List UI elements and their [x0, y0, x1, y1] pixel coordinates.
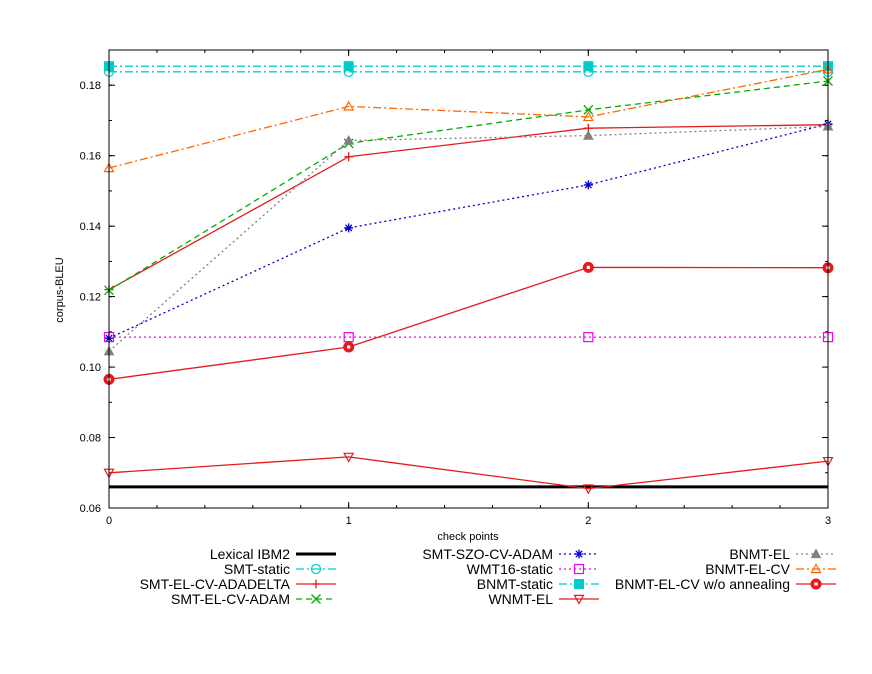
series-point-smt-szo-cv-adam — [344, 223, 354, 233]
legend-label: WNMT-EL — [488, 591, 553, 607]
legend-label: BNMT-EL-CV — [705, 561, 790, 577]
legend-entry-bnmt-el: BNMT-EL — [729, 546, 836, 562]
legend-label: BNMT-EL-CV w/o annealing — [615, 576, 790, 592]
series-point-smt-szo-cv-adam — [583, 180, 593, 190]
y-tick-label: 0.08 — [80, 433, 101, 445]
legend-entry-bnmt-el-cv: BNMT-EL-CV — [705, 561, 836, 577]
legend-entry-smt-szo-cv-adam: SMT-SZO-CV-ADAM — [422, 546, 599, 562]
y-tick-label: 0.14 — [80, 221, 101, 233]
y-axis-label: corpus-BLEU — [54, 257, 66, 322]
series-smt-el-cv-adam — [104, 76, 833, 296]
y-tick-label: 0.10 — [80, 362, 101, 374]
legend-entry-wmt16-static: WMT16-static — [467, 561, 599, 577]
series-point-bnmt-el-cv — [343, 100, 355, 111]
legend-marker-smt-static — [310, 563, 322, 575]
legend-label: BNMT-static — [477, 576, 553, 592]
x-axis-label: check points — [437, 531, 499, 543]
series-bnmt-static — [104, 61, 833, 72]
series-bnmt-el — [103, 120, 834, 356]
series-line-smt-szo-cv-adam — [108, 123, 829, 339]
legend-entry-smt-el-cv-adadelta: SMT-EL-CV-ADADELTA — [140, 576, 336, 592]
series-point-bnmt-el — [343, 135, 355, 145]
legend-label: SMT-EL-CV-ADAM — [171, 591, 290, 607]
series-line-bnmt-el-cv — [108, 68, 829, 169]
legend-entry-wnmt-el: WNMT-EL — [488, 591, 599, 607]
series-point-bnmt-el-cv-w-o-annealing — [582, 261, 594, 273]
legend-marker-wnmt-el — [573, 594, 585, 605]
y-tick-label: 0.12 — [80, 292, 101, 304]
legend-entry-smt-el-cv-adam: SMT-EL-CV-ADAM — [171, 591, 336, 607]
series-line-smt-el-cv-adadelta — [108, 124, 829, 291]
legend-marker-smt-el-cv-adadelta — [311, 579, 321, 589]
axes: 0.06 0.08 0.10 0.12 0.14 0.16 0.18 0 1 2 3 — [80, 49, 831, 527]
legend-marker-bnmt-el-cv — [810, 563, 822, 574]
legend-label: SMT-static — [224, 561, 290, 577]
legend-marker-bnmt-el — [810, 548, 822, 559]
legend-entry-bnmt-el-cv-w-o-annealing: BNMT-EL-CV w/o annealing — [615, 576, 836, 592]
series-point-wnmt-el — [343, 452, 355, 463]
x-tick-label: 1 — [346, 515, 352, 527]
legend-entry-smt-static: SMT-static — [224, 561, 336, 577]
series-smt-static — [103, 66, 834, 77]
legend-label: BNMT-EL — [729, 546, 790, 562]
series-wmt16-static — [103, 332, 834, 343]
y-tick-label: 0.06 — [80, 503, 101, 515]
series-line-wnmt-el — [108, 456, 829, 490]
series-bnmt-el-cv — [103, 63, 834, 173]
series-point-smt-el-cv-adam — [583, 104, 594, 115]
legend-label: SMT-EL-CV-ADADELTA — [140, 576, 291, 592]
y-tick-label: 0.16 — [80, 151, 101, 163]
legend-label: Lexical IBM2 — [210, 546, 290, 562]
legend-label: SMT-SZO-CV-ADAM — [422, 546, 553, 562]
series-point-wnmt-el — [582, 484, 594, 495]
y-tick-label: 0.18 — [80, 80, 101, 92]
series-line-bnmt-el — [108, 125, 829, 352]
series-point-wmt16-static — [583, 332, 594, 343]
series-point-bnmt-el-cv — [582, 111, 594, 122]
plot-frame — [108, 49, 829, 509]
series-point-bnmt-el — [582, 130, 594, 140]
legend-marker-smt-szo-cv-adam — [574, 549, 584, 559]
series-line-bnmt-el-cv-w-o-annealing — [108, 266, 829, 381]
series-layer — [103, 61, 834, 495]
series-point-bnmt-static — [583, 61, 594, 72]
x-tick-label: 2 — [585, 515, 591, 527]
legend-entry-bnmt-static: BNMT-static — [477, 576, 599, 592]
series-bnmt-el-cv-w-o-annealing — [103, 261, 834, 385]
series-point-smt-el-cv-adadelta — [344, 152, 354, 162]
legend-marker-smt-el-cv-adam — [311, 594, 321, 604]
x-tick-label: 3 — [825, 515, 831, 527]
legend-marker-bnmt-el-cv-w-o-annealing — [810, 578, 822, 590]
series-point-bnmt-el-cv-w-o-annealing — [343, 341, 355, 353]
series-line-smt-el-cv-adam — [108, 80, 829, 291]
legend-label: WMT16-static — [467, 561, 553, 577]
legend-marker-wmt16-static — [573, 563, 585, 575]
series-point-bnmt-static — [343, 61, 354, 72]
legend-entry-lexical-ibm2: Lexical IBM2 — [210, 546, 336, 562]
x-tick-label: 0 — [106, 515, 112, 527]
legend-marker-bnmt-static — [574, 579, 584, 589]
legend: Lexical IBM2SMT-staticSMT-EL-CV-ADADELTA… — [140, 546, 836, 607]
plot-border — [108, 49, 829, 509]
